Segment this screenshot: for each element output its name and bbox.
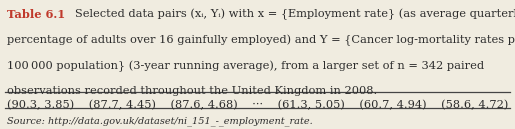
Text: Table 6.1: Table 6.1 [7,9,65,20]
Text: 100 000 population} (3-year running average), from a larger set of n = 342 paire: 100 000 population} (3-year running aver… [7,61,484,72]
Text: percentage of adults over 16 gainfully employed) and Y = {Cancer log-mortality r: percentage of adults over 16 gainfully e… [7,35,515,46]
Text: Selected data pairs (xᵢ, Yᵢ) with x = {Employment rate} (as average quarterly: Selected data pairs (xᵢ, Yᵢ) with x = {E… [64,9,515,20]
Text: Source: http://data.gov.uk/dataset/ni_151_-_employment_rate.: Source: http://data.gov.uk/dataset/ni_15… [7,116,313,126]
Text: observations recorded throughout the United Kingdom in 2008.: observations recorded throughout the Uni… [7,86,377,96]
Text: (90.3, 3.85)    (87.7, 4.45)    (87.6, 4.68)    ···    (61.3, 5.05)    (60.7, 4.: (90.3, 3.85) (87.7, 4.45) (87.6, 4.68) ·… [7,100,508,110]
